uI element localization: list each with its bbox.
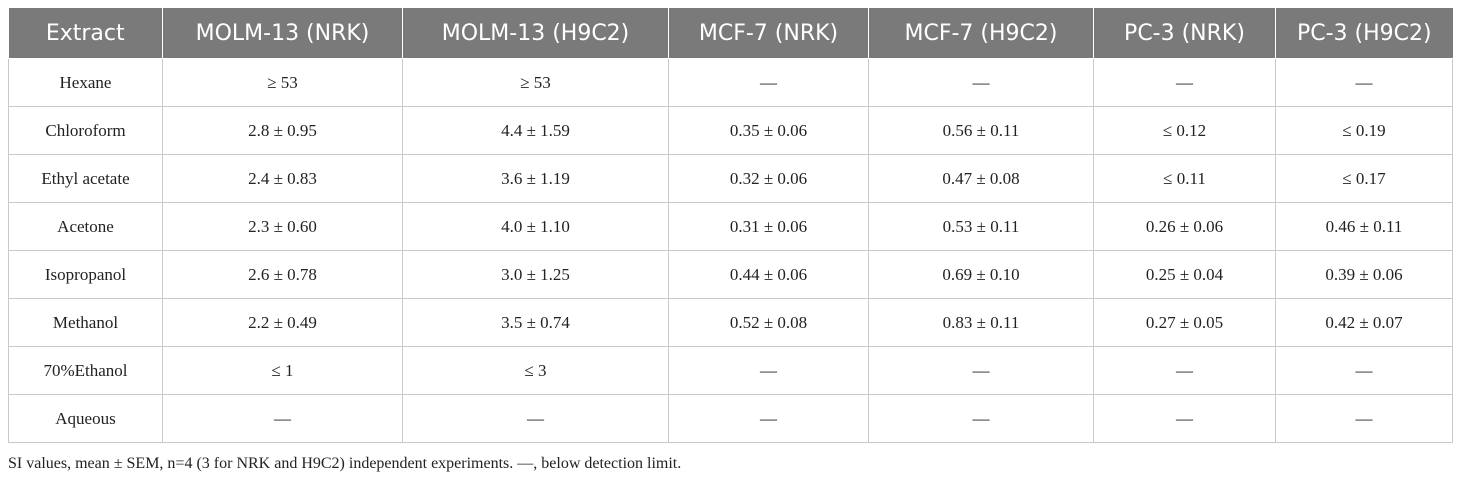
table-cell: ≤ 0.19 [1275, 106, 1453, 155]
table-cell: 0.25 ± 0.04 [1093, 250, 1276, 299]
table-row: 70%Ethanol ≤ 1 ≤ 3 — — — — [8, 346, 1453, 395]
header-row: Extract MOLM-13 (NRK) MOLM-13 (H9C2) MCF… [8, 8, 1453, 59]
table-row: Aqueous — — — — — — [8, 394, 1453, 443]
table-cell: 0.44 ± 0.06 [668, 250, 869, 299]
table-cell: 0.31 ± 0.06 [668, 202, 869, 251]
table-row: Chloroform 2.8 ± 0.95 4.4 ± 1.59 0.35 ± … [8, 106, 1453, 155]
table-cell: ≤ 0.11 [1093, 154, 1276, 203]
table-cell: — [1093, 346, 1276, 395]
table-cell: 0.39 ± 0.06 [1275, 250, 1453, 299]
table-cell: — [1093, 58, 1276, 107]
table-cell: 2.8 ± 0.95 [162, 106, 403, 155]
table-row: Hexane ≥ 53 ≥ 53 — — — — [8, 58, 1453, 107]
table-cell: — [1275, 58, 1453, 107]
header-mcf7-nrk: MCF-7 (NRK) [668, 8, 869, 59]
header-molm13-nrk: MOLM-13 (NRK) [162, 8, 403, 59]
table-row: Ethyl acetate 2.4 ± 0.83 3.6 ± 1.19 0.32… [8, 154, 1453, 203]
table-cell: 0.32 ± 0.06 [668, 154, 869, 203]
table-row: Methanol 2.2 ± 0.49 3.5 ± 0.74 0.52 ± 0.… [8, 298, 1453, 347]
table-cell: — [402, 394, 669, 443]
si-table-container: Extract MOLM-13 (NRK) MOLM-13 (H9C2) MCF… [8, 8, 1453, 443]
table-cell: Ethyl acetate [8, 154, 163, 203]
table-cell: 0.35 ± 0.06 [668, 106, 869, 155]
table-cell: 0.26 ± 0.06 [1093, 202, 1276, 251]
table-cell: 4.4 ± 1.59 [402, 106, 669, 155]
table-cell: — [668, 346, 869, 395]
table-cell: — [668, 394, 869, 443]
table-cell: 2.3 ± 0.60 [162, 202, 403, 251]
table-footnote: SI values, mean ± SEM, n=4 (3 for NRK an… [8, 455, 682, 472]
header-mcf7-h9c2: MCF-7 (H9C2) [868, 8, 1094, 59]
table-header: Extract MOLM-13 (NRK) MOLM-13 (H9C2) MCF… [8, 8, 1453, 59]
table-cell: 3.6 ± 1.19 [402, 154, 669, 203]
table-cell: 0.47 ± 0.08 [868, 154, 1094, 203]
table-cell: 2.2 ± 0.49 [162, 298, 403, 347]
table-body: Hexane ≥ 53 ≥ 53 — — — — Chloroform 2.8 … [8, 58, 1453, 443]
table-row: Acetone 2.3 ± 0.60 4.0 ± 1.10 0.31 ± 0.0… [8, 202, 1453, 251]
table-cell: ≤ 3 [402, 346, 669, 395]
table-cell: 0.46 ± 0.11 [1275, 202, 1453, 251]
table-cell: Hexane [8, 58, 163, 107]
table-cell: Methanol [8, 298, 163, 347]
table-cell: ≤ 1 [162, 346, 403, 395]
table-cell: 0.83 ± 0.11 [868, 298, 1094, 347]
header-molm13-h9c2: MOLM-13 (H9C2) [402, 8, 669, 59]
table-cell: ≤ 0.17 [1275, 154, 1453, 203]
table-cell: Aqueous [8, 394, 163, 443]
table-cell: 0.56 ± 0.11 [868, 106, 1094, 155]
table-cell: 0.52 ± 0.08 [668, 298, 869, 347]
table-cell: — [162, 394, 403, 443]
header-pc3-nrk: PC-3 (NRK) [1093, 8, 1276, 59]
table-cell: 2.6 ± 0.78 [162, 250, 403, 299]
table-cell: — [868, 394, 1094, 443]
table-cell: — [868, 58, 1094, 107]
table-cell: 4.0 ± 1.10 [402, 202, 669, 251]
table-cell: 3.0 ± 1.25 [402, 250, 669, 299]
table-cell: ≥ 53 [402, 58, 669, 107]
table-cell: — [668, 58, 869, 107]
table-cell: ≤ 0.12 [1093, 106, 1276, 155]
table-cell: Acetone [8, 202, 163, 251]
table-cell: 0.27 ± 0.05 [1093, 298, 1276, 347]
table-cell: 0.53 ± 0.11 [868, 202, 1094, 251]
table-row: Isopropanol 2.6 ± 0.78 3.0 ± 1.25 0.44 ±… [8, 250, 1453, 299]
table-cell: 0.69 ± 0.10 [868, 250, 1094, 299]
table-cell: — [1093, 394, 1276, 443]
table-cell: — [868, 346, 1094, 395]
header-pc3-h9c2: PC-3 (H9C2) [1275, 8, 1453, 59]
table-cell: ≥ 53 [162, 58, 403, 107]
si-table: Extract MOLM-13 (NRK) MOLM-13 (H9C2) MCF… [8, 8, 1453, 443]
table-cell: — [1275, 394, 1453, 443]
table-cell: Chloroform [8, 106, 163, 155]
table-cell: 0.42 ± 0.07 [1275, 298, 1453, 347]
table-cell: Isopropanol [8, 250, 163, 299]
table-cell: 2.4 ± 0.83 [162, 154, 403, 203]
header-extract: Extract [8, 8, 163, 59]
table-cell: — [1275, 346, 1453, 395]
table-cell: 70%Ethanol [8, 346, 163, 395]
table-cell: 3.5 ± 0.74 [402, 298, 669, 347]
